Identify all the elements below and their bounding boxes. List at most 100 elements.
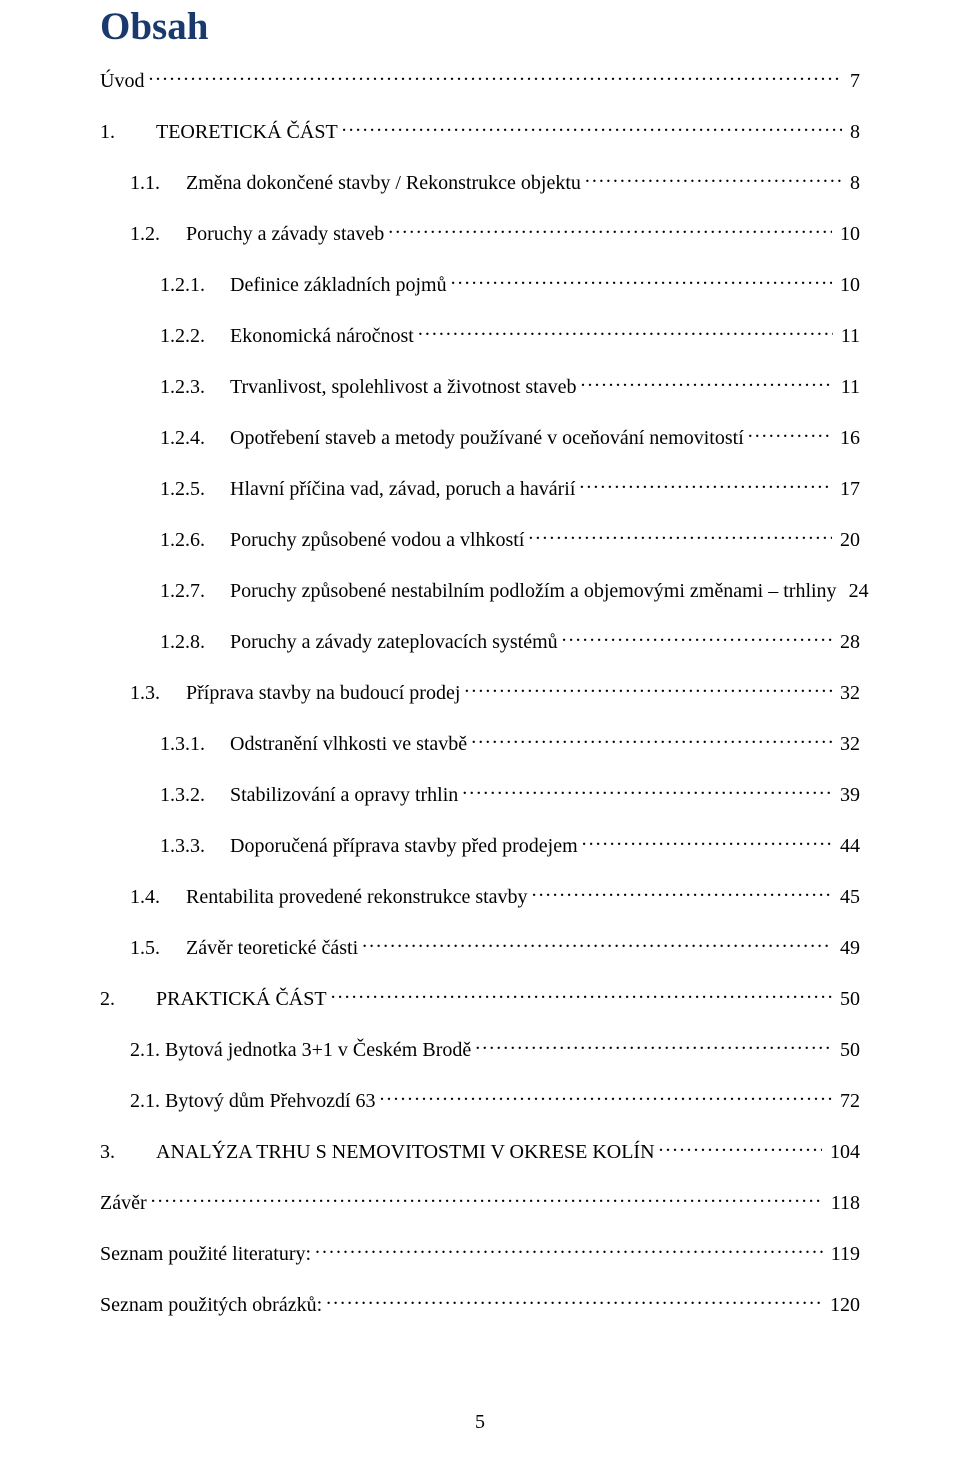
toc-entry-page: 72 xyxy=(836,1088,860,1114)
toc-leader-dots xyxy=(451,271,832,291)
toc-entry: Úvod 7 xyxy=(100,67,860,94)
toc-entry-page: 28 xyxy=(836,629,860,655)
toc-entry-number: 1. xyxy=(100,119,156,145)
toc-entry: 1.2.1.Definice základních pojmů10 xyxy=(100,271,860,298)
toc-entry-page: 16 xyxy=(836,425,860,451)
toc-entry-number: 1.2.4. xyxy=(160,425,230,451)
toc-entry-page: 11 xyxy=(837,323,860,349)
toc-entry-number: 1.2. xyxy=(130,221,186,247)
toc-entry-number: 3. xyxy=(100,1139,156,1165)
toc-entry: Seznam použité literatury:119 xyxy=(100,1240,860,1267)
toc-entry-text: Ekonomická náročnost xyxy=(230,323,414,349)
toc-leader-dots xyxy=(585,169,842,189)
toc-entry-page: 39 xyxy=(836,782,860,808)
toc-entry-page: 120 xyxy=(826,1292,860,1318)
toc-entry-number: 1.5. xyxy=(130,935,186,961)
toc-entry: 2.PRAKTICKÁ ČÁST50 xyxy=(100,985,860,1012)
toc-entry-number: 1.2.6. xyxy=(160,527,230,553)
toc-entry-text: ANALÝZA TRHU S NEMOVITOSTMI V OKRESE KOL… xyxy=(156,1139,655,1165)
toc-entry: 1.3.2.Stabilizování a opravy trhlin 39 xyxy=(100,781,860,808)
toc-entry-text: Závěr xyxy=(100,1190,147,1216)
toc-leader-dots xyxy=(562,628,832,648)
toc-entry-text: Poruchy a závady zateplovacích systémů xyxy=(230,629,558,655)
toc-entry-page: 8 xyxy=(846,119,860,145)
toc-entry-number: 1.3.2. xyxy=(160,782,230,808)
toc-entry-text: Doporučená příprava stavby před prodejem xyxy=(230,833,578,859)
toc-entry-number: 1.2.1. xyxy=(160,272,230,298)
toc-entry-page: 45 xyxy=(836,884,860,910)
toc-entry: 1.2.7.Poruchy způsobené nestabilním podl… xyxy=(100,577,860,604)
toc-leader-dots xyxy=(579,475,832,495)
toc-entry-text: TEORETICKÁ ČÁST xyxy=(156,119,338,145)
toc-leader-dots xyxy=(418,322,833,342)
toc-entry-number: 1.2.2. xyxy=(160,323,230,349)
toc-entry: 1.3.Příprava stavby na budoucí prodej32 xyxy=(100,679,860,706)
table-of-contents: Úvod71.TEORETICKÁ ČÁST81.1.Změna dokonče… xyxy=(100,67,860,1318)
page-footer-number: 5 xyxy=(0,1411,960,1434)
toc-entry-text: Seznam použité literatury: xyxy=(100,1241,311,1267)
toc-leader-dots xyxy=(659,1138,822,1158)
toc-leader-dots xyxy=(462,781,832,801)
toc-entry-page: 50 xyxy=(836,1037,860,1063)
toc-entry-text: Příprava stavby na budoucí prodej xyxy=(186,680,460,706)
toc-entry-number: 1.3.1. xyxy=(160,731,230,757)
toc-leader-dots xyxy=(528,526,832,546)
toc-entry-number: 1.4. xyxy=(130,884,186,910)
toc-entry-page: 10 xyxy=(836,221,860,247)
toc-leader-dots xyxy=(380,1087,832,1107)
toc-entry-text: Poruchy a závady staveb xyxy=(186,221,384,247)
toc-entry-number: 1.2.5. xyxy=(160,476,230,502)
toc-entry-text: Rentabilita provedené rekonstrukce stavb… xyxy=(186,884,528,910)
toc-entry: 1.3.1.Odstranění vlhkosti ve stavbě 32 xyxy=(100,730,860,757)
toc-entry-number: 1.3. xyxy=(130,680,186,706)
toc-entry-page: 118 xyxy=(827,1190,860,1216)
toc-entry-text: Změna dokončené stavby / Rekonstrukce ob… xyxy=(186,170,581,196)
toc-entry-text: Opotřebení staveb a metody používané v o… xyxy=(230,425,744,451)
toc-entry-page: 50 xyxy=(836,986,860,1012)
toc-entry: 1.2.8.Poruchy a závady zateplovacích sys… xyxy=(100,628,860,655)
toc-entry: 1.2.2.Ekonomická náročnost 11 xyxy=(100,322,860,349)
toc-entry: 2.1. Bytová jednotka 3+1 v Českém Brodě 5… xyxy=(100,1036,860,1063)
toc-entry: Závěr 118 xyxy=(100,1189,860,1216)
toc-entry-number: 1.3.3. xyxy=(160,833,230,859)
toc-entry: 1.5.Závěr teoretické části49 xyxy=(100,934,860,961)
toc-entry: 1.2.3.Trvanlivost, spolehlivost a životn… xyxy=(100,373,860,400)
toc-entry-page: 11 xyxy=(837,374,860,400)
toc-entry-number: 1.2.8. xyxy=(160,629,230,655)
toc-entry: 1.2.Poruchy a závady staveb 10 xyxy=(100,220,860,247)
toc-entry-text: Úvod xyxy=(100,68,144,94)
toc-leader-dots xyxy=(148,67,842,87)
toc-leader-dots xyxy=(362,934,832,954)
toc-entry-text: 2.1. Bytová jednotka 3+1 v Českém Brodě xyxy=(130,1037,471,1063)
toc-leader-dots xyxy=(388,220,832,240)
toc-entry-page: 32 xyxy=(836,731,860,757)
toc-entry-text: 2.1. Bytový dům Přehvozdí 63 xyxy=(130,1088,376,1114)
toc-leader-dots xyxy=(151,1189,823,1209)
toc-entry-text: Definice základních pojmů xyxy=(230,272,447,298)
toc-entry-page: 20 xyxy=(836,527,860,553)
toc-entry-page: 104 xyxy=(826,1139,860,1165)
toc-leader-dots xyxy=(582,832,832,852)
toc-entry-page: 7 xyxy=(846,68,860,94)
toc-leader-dots xyxy=(331,985,832,1005)
toc-entry-page: 44 xyxy=(836,833,860,859)
toc-entry: 1.2.5.Hlavní příčina vad, závad, poruch … xyxy=(100,475,860,502)
toc-entry-text: Odstranění vlhkosti ve stavbě xyxy=(230,731,467,757)
toc-leader-dots xyxy=(315,1240,823,1260)
toc-entry-number: 1.2.3. xyxy=(160,374,230,400)
toc-entry: 3.ANALÝZA TRHU S NEMOVITOSTMI V OKRESE K… xyxy=(100,1138,860,1165)
toc-leader-dots xyxy=(464,679,832,699)
toc-entry: 1.2.6.Poruchy způsobené vodou a vlhkostí… xyxy=(100,526,860,553)
toc-leader-dots xyxy=(748,424,832,444)
toc-entry-text: Stabilizování a opravy trhlin xyxy=(230,782,458,808)
toc-entry: 1.3.3.Doporučená příprava stavby před pr… xyxy=(100,832,860,859)
toc-entry: 1.TEORETICKÁ ČÁST 8 xyxy=(100,118,860,145)
toc-entry: 2.1. Bytový dům Přehvozdí 63 72 xyxy=(100,1087,860,1114)
toc-entry-text: Seznam použitých obrázků: xyxy=(100,1292,322,1318)
page-title: Obsah xyxy=(100,0,860,49)
toc-entry-text: Závěr teoretické části xyxy=(186,935,358,961)
toc-entry-text: Poruchy způsobené vodou a vlhkostí xyxy=(230,527,524,553)
document-page: Obsah Úvod71.TEORETICKÁ ČÁST81.1.Změna d… xyxy=(0,0,960,1458)
toc-leader-dots xyxy=(326,1291,822,1311)
toc-entry-page: 8 xyxy=(846,170,860,196)
